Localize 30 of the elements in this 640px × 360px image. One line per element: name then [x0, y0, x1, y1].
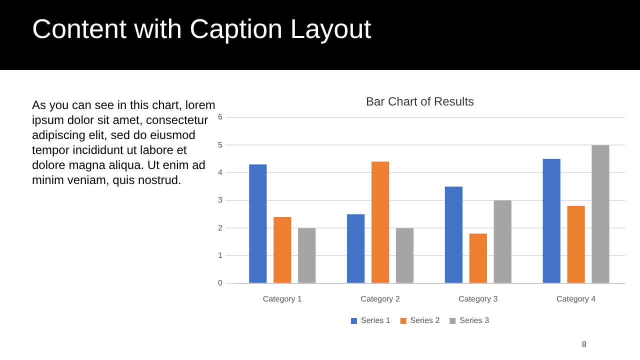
bar	[469, 234, 487, 283]
x-tick-label: Category 1	[262, 294, 303, 304]
bar	[444, 186, 463, 283]
y-tick-label: 4	[218, 168, 223, 177]
x-tick-label: Category 3	[458, 294, 498, 304]
bar	[567, 206, 585, 283]
bar	[298, 228, 316, 283]
bar	[249, 164, 267, 283]
bar	[274, 217, 292, 283]
legend-label: Series 2	[410, 316, 440, 326]
y-tick-label: 1	[218, 250, 223, 260]
text: 8	[582, 340, 586, 349]
x-tick-label: Category 2	[360, 294, 400, 304]
bar	[371, 162, 390, 283]
bar	[494, 200, 512, 283]
bar	[592, 145, 610, 283]
y-tick-label: 6	[218, 112, 223, 122]
bar	[347, 214, 365, 283]
legend-label: Series 1	[360, 316, 391, 326]
y-tick-label: 5	[218, 140, 223, 150]
y-tick-label: 0	[218, 278, 223, 288]
text: Content with Caption Layout	[32, 14, 372, 45]
bar	[396, 228, 414, 283]
chart-title: Bar Chart of Results	[366, 94, 474, 109]
legend-label: Series 3	[460, 316, 490, 326]
text: As you can see in this chart, lorem ipsum dolor sit amet, consectetur adipiscing elit, sed do eiusmod tempor incididunt ut labore et dolore magna aliqua. Ut enim ad minim veniam, quis nostrud.	[32, 98, 216, 187]
x-tick-label: Category 4	[556, 294, 596, 304]
bar	[542, 158, 560, 283]
y-tick-label: 2	[218, 223, 223, 232]
y-tick-label: 3	[218, 196, 223, 205]
